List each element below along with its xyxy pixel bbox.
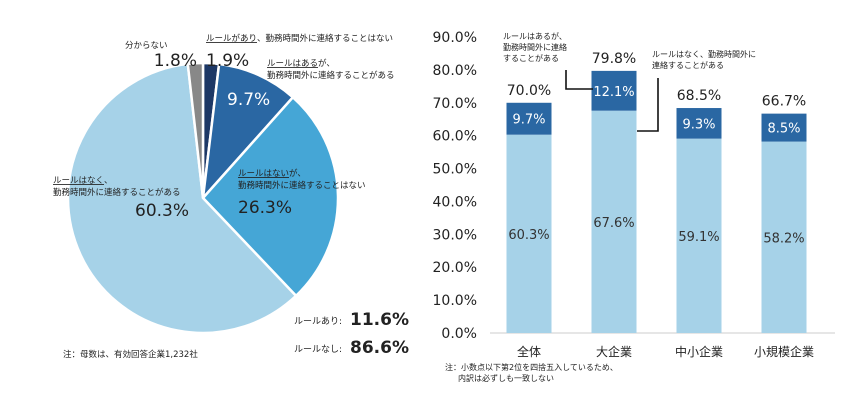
annotation-text: ルールはなく、勤務時間外に: [652, 49, 756, 59]
bar-total-label: 70.0%: [507, 83, 551, 99]
bar-segment: [506, 134, 552, 333]
pie-slice: [66, 62, 298, 335]
slice-label-rest: が、: [289, 168, 306, 179]
bar-note: 注：小数点以下第2位を四捨五入しているため、: [445, 362, 618, 372]
slice-label-rest: が、: [318, 58, 335, 69]
slice-label-rest: 、: [104, 176, 113, 186]
pie-note: 注：母数は、有効回答企業1,232社: [63, 349, 198, 360]
bar-total-label: 68.5%: [677, 88, 721, 104]
slice-label-bold: ルールはなく: [53, 176, 104, 186]
callout-line: [637, 78, 659, 132]
slice-value: 9.7%: [227, 90, 270, 110]
bar-segment: [591, 110, 637, 333]
annotation-text: することがある: [503, 53, 559, 63]
bar-value-label: 67.6%: [593, 216, 634, 231]
bar-segment: [676, 138, 722, 333]
slice-label-line2: 勤務時間外に連絡することがある: [53, 187, 181, 198]
annotation-text: 勤務時間外に連絡: [503, 42, 567, 52]
pie-slice: [201, 95, 340, 298]
bar-note: 内訳は必ずしも一致しない: [458, 373, 554, 383]
y-tick-label: 80.0%: [433, 63, 477, 79]
pie-slice: [186, 61, 205, 199]
bar-total-label: 66.7%: [762, 94, 806, 110]
bar-segment: [761, 141, 807, 333]
slice-label-line2: 勤務時間外に連絡することがある: [267, 70, 395, 81]
slice-label-bold: ルールはない: [238, 169, 289, 179]
annotation-text: 連絡することがある: [652, 60, 724, 70]
slice-value: 26.3%: [238, 198, 292, 218]
bar-segment: [591, 70, 637, 111]
y-tick-label: 0.0%: [441, 326, 477, 342]
y-tick-label: 70.0%: [433, 96, 477, 112]
callout-line: [565, 70, 593, 90]
y-tick-label: 50.0%: [433, 162, 477, 178]
y-tick-label: 30.0%: [433, 227, 477, 243]
bar-segment: [506, 102, 552, 135]
slice-label-line2: 勤務時間外に連絡することはない: [238, 180, 366, 191]
summary-label: ルールあり:: [294, 316, 342, 327]
slice-value: 1.9%: [206, 51, 249, 71]
x-category-label: 中小企業: [675, 344, 723, 359]
x-category-label: 小規模企業: [754, 344, 814, 359]
bar-value-label: 12.1%: [593, 85, 634, 100]
slice-value: 60.3%: [135, 201, 189, 221]
slice-label-rest: 、勤務時間外に連絡することはない: [257, 33, 393, 44]
bar-value-label: 9.7%: [512, 113, 545, 128]
x-category-label: 大企業: [596, 344, 632, 359]
summary-label: ルールなし:: [294, 344, 342, 355]
summary-value: 11.6%: [350, 310, 409, 330]
y-tick-label: 40.0%: [433, 194, 477, 210]
bar-value-label: 59.1%: [678, 230, 719, 245]
bar-total-label: 79.8%: [592, 51, 636, 67]
y-tick-label: 10.0%: [433, 293, 477, 309]
y-tick-label: 20.0%: [433, 260, 477, 276]
slice-value: 1.8%: [154, 51, 197, 71]
pie-slice: [201, 62, 295, 202]
y-tick-label: 90.0%: [433, 30, 477, 46]
x-category-label: 全体: [517, 344, 541, 359]
bar-value-label: 8.5%: [767, 122, 800, 137]
summary-value: 86.6%: [350, 338, 409, 358]
slice-label-bold: ルールはある: [267, 59, 318, 69]
bar-value-label: 60.3%: [508, 228, 549, 243]
bar-segment: [761, 113, 807, 142]
bar-segment: [676, 108, 722, 139]
annotation-text: ルールはあるが、: [503, 31, 567, 41]
slice-label-bold: ルールがあり: [206, 33, 257, 44]
bar-value-label: 9.3%: [682, 117, 715, 132]
slice-label-unknown: 分からない: [125, 41, 168, 51]
bar-value-label: 58.2%: [763, 231, 804, 246]
y-tick-label: 60.0%: [433, 129, 477, 145]
